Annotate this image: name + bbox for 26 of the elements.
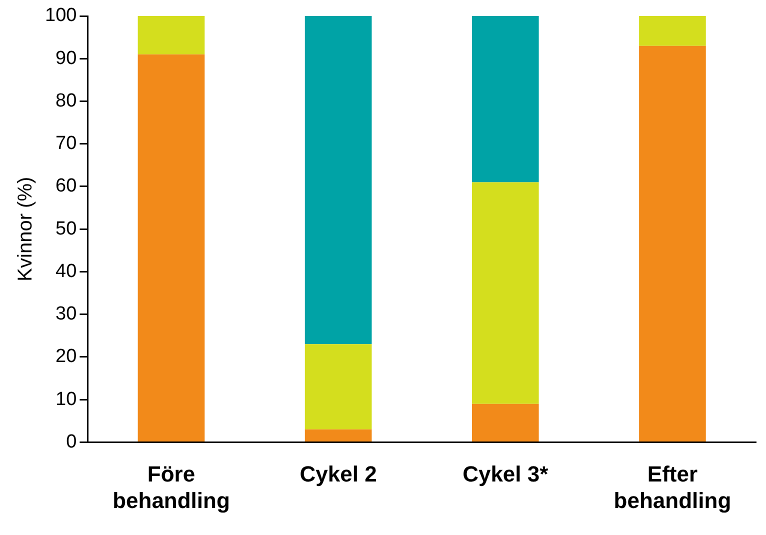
bar xyxy=(304,429,372,442)
bar xyxy=(138,54,205,442)
x-tick-label: Cykel 3* xyxy=(462,461,549,486)
y-tick-label: 50 xyxy=(56,218,77,240)
y-tick-label: 0 xyxy=(66,431,77,452)
bar xyxy=(639,46,706,442)
bar xyxy=(472,16,539,182)
x-tick-label: Efter behandling xyxy=(614,461,732,513)
y-tick-label: 70 xyxy=(56,133,77,154)
y-tick-label: 30 xyxy=(56,304,77,325)
y-tick-label: 90 xyxy=(56,48,77,69)
bar xyxy=(304,344,372,430)
bar xyxy=(472,182,539,404)
bar xyxy=(472,404,539,442)
bar xyxy=(639,16,706,46)
y-tick-label: 100 xyxy=(45,5,77,26)
y-tick-label: 60 xyxy=(56,176,77,197)
y-axis-title: Kvinnor (%) xyxy=(14,176,37,282)
y-tick-label: 20 xyxy=(56,346,77,368)
x-tick-label: Cykel 2 xyxy=(300,461,377,486)
bar xyxy=(138,16,205,54)
y-tick-label: 80 xyxy=(56,90,77,112)
y-tick-label: 10 xyxy=(56,388,77,410)
bar xyxy=(304,16,372,344)
x-tick-label: Före behandling xyxy=(112,461,230,513)
y-tick-label: 40 xyxy=(56,260,77,282)
